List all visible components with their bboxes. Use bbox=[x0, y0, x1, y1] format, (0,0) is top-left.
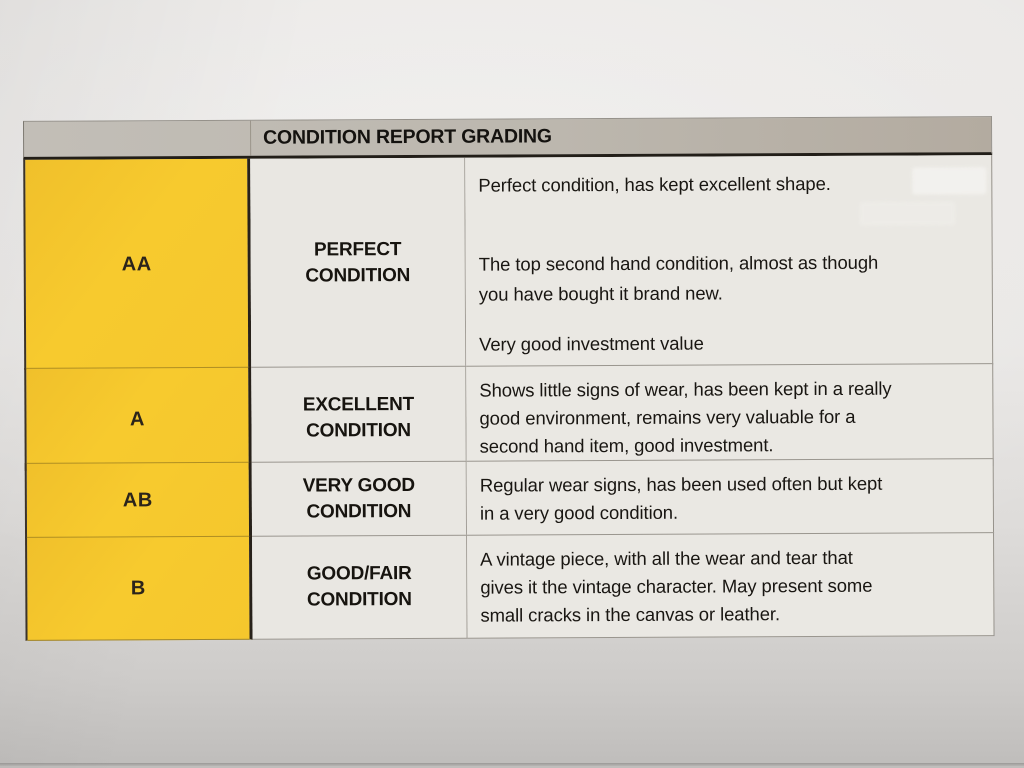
condition-grading-table: CONDITION REPORT GRADING AA PERFECT COND… bbox=[23, 116, 995, 641]
condition-name-cell: VERY GOOD CONDITION bbox=[251, 460, 468, 537]
table-title: CONDITION REPORT GRADING bbox=[263, 125, 552, 149]
description-paragraph: The top second hand condition, almost as… bbox=[478, 251, 879, 305]
description-paragraph: Perfect condition, has kept excellent sh… bbox=[478, 172, 831, 196]
description-paragraph: Regular wear signs, has been used often … bbox=[479, 472, 883, 524]
condition-name-cell: GOOD/FAIR CONDITION bbox=[252, 534, 468, 640]
header-spacer-cell bbox=[24, 120, 252, 157]
description-cell: Shows little signs of wear, has been kep… bbox=[466, 363, 994, 469]
condition-name-cell: PERFECT CONDITION bbox=[250, 157, 467, 369]
description-paragraph: A vintage piece, with all the wear and t… bbox=[480, 546, 873, 626]
table-row-b: B GOOD/FAIR CONDITION A vintage piece, w… bbox=[25, 532, 995, 641]
description-paragraph: Very good investment value bbox=[479, 332, 704, 355]
grade-cell: A bbox=[24, 366, 252, 471]
whiteout-mark bbox=[859, 201, 956, 226]
description-cell: Perfect condition, has kept excellent sh… bbox=[465, 155, 994, 368]
description-cell: Regular wear signs, has been used often … bbox=[466, 458, 995, 536]
grade-cell: B bbox=[25, 535, 253, 641]
grade-cell: AA bbox=[23, 158, 252, 370]
table-row-ab: AB VERY GOOD CONDITION Regular wear sign… bbox=[24, 458, 995, 538]
whiteout-mark bbox=[912, 167, 987, 195]
table-header-row: CONDITION REPORT GRADING bbox=[23, 116, 993, 160]
condition-name-cell: EXCELLENT CONDITION bbox=[251, 365, 467, 470]
description-paragraph: Shows little signs of wear, has been kep… bbox=[479, 377, 892, 457]
table-row-aa: AA PERFECT CONDITION Perfect condition, … bbox=[23, 155, 994, 370]
table-row-a: A EXCELLENT CONDITION Shows little signs… bbox=[24, 363, 994, 471]
description-cell: A vintage piece, with all the wear and t… bbox=[467, 532, 995, 639]
grade-cell: AB bbox=[24, 461, 253, 538]
